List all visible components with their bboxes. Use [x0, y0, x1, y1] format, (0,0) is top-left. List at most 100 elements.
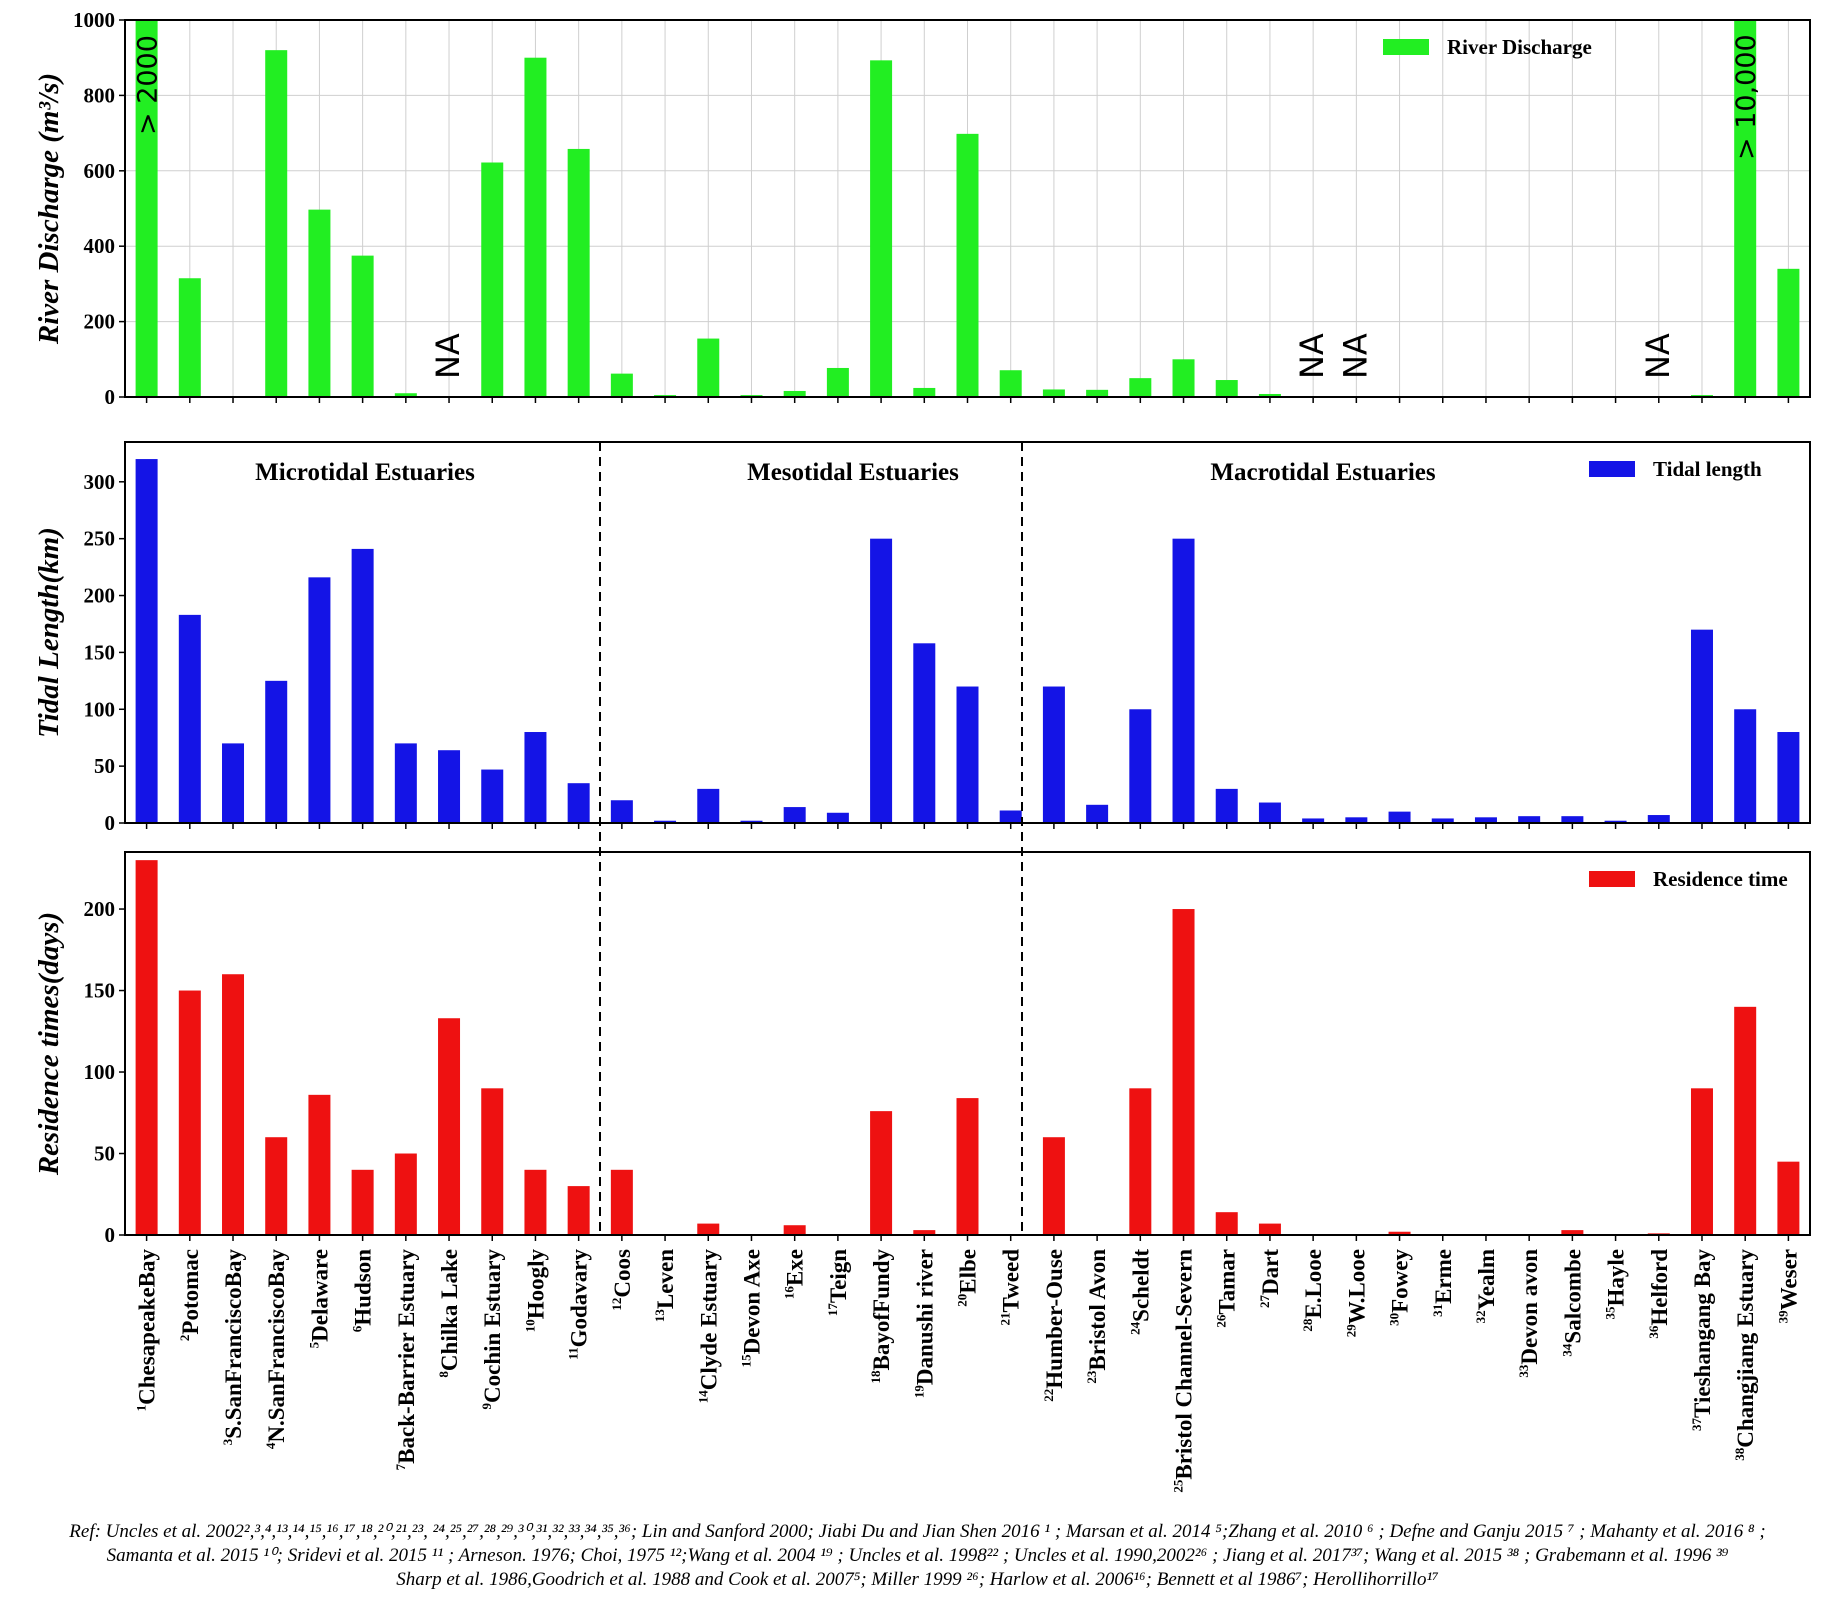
category-name: Tamar: [1215, 1249, 1240, 1315]
bar-residence-38: [1734, 1006, 1757, 1235]
x-category-label: 20Elbe: [955, 1249, 981, 1307]
category-name: Coos: [610, 1249, 635, 1298]
x-category-label: 9Cochin Estuary: [479, 1249, 505, 1410]
y-tick-label: 0: [105, 385, 116, 409]
bar-tidal-13: [654, 820, 677, 823]
bar-tidal-6: [351, 548, 374, 823]
category-name: Back-Barrier Estuary: [394, 1249, 419, 1464]
bar-residence-24: [1129, 1088, 1152, 1235]
category-name: Cochin Estuary: [480, 1249, 505, 1403]
reference-line-1: Ref: Uncles et al. 2002²,³,⁴,¹³,¹⁴,¹⁵,¹⁶…: [69, 1521, 1766, 1542]
category-name: Bristol Channel-Severn: [1172, 1249, 1197, 1480]
bar-tidal-36: [1647, 815, 1670, 823]
x-category-label: 27Dart: [1257, 1249, 1283, 1308]
bar-residence-10: [524, 1169, 547, 1235]
y-tick-label: 100: [84, 1060, 116, 1084]
category-name: Exe: [783, 1249, 808, 1286]
bar-tidal-35: [1604, 820, 1627, 823]
category-name: Godavary: [567, 1249, 592, 1348]
category-name: Fowey: [1388, 1249, 1413, 1313]
bar-tidal-27: [1258, 802, 1281, 823]
category-superscript: 37: [1689, 1417, 1704, 1431]
y-tick-label: 200: [84, 897, 116, 921]
category-superscript: 34: [1559, 1343, 1574, 1357]
bar-residence-1: [135, 860, 158, 1235]
na-annotation: NA: [1293, 333, 1331, 379]
x-category-label: 24Scheldt: [1127, 1249, 1153, 1335]
bar-residence-6: [351, 1169, 374, 1235]
category-name: Hoogly: [523, 1249, 548, 1320]
x-category-label: 5Delaware: [306, 1249, 332, 1348]
x-category-label: 36Helford: [1646, 1249, 1672, 1339]
bar-tidal-29: [1345, 817, 1368, 823]
bar-residence-8: [438, 1018, 461, 1235]
y-tick-label: 50: [94, 754, 115, 778]
y-tick-label: 300: [84, 470, 116, 494]
na-annotation: NA: [429, 333, 467, 379]
tidal-ylabel: Tidal Length(km): [33, 527, 65, 738]
x-category-label: 33Devon avon: [1516, 1249, 1542, 1378]
category-name: ChesapeakeBay: [135, 1249, 160, 1405]
category-name: Danushi river: [912, 1249, 937, 1385]
residence-panel: 0 50 100 150 200 Residence times(days) Residen…: [33, 851, 1811, 1247]
category-superscript: 3: [220, 1438, 235, 1445]
discharge-panel: 0 200 400 600 800 1000 River Discharge (m³/s) R…: [33, 8, 1811, 409]
x-category-label: 4N.SanFranciscoBay: [263, 1249, 289, 1450]
bar-tidal-39: [1777, 732, 1800, 823]
x-category-label: 6Hudson: [350, 1249, 376, 1332]
na-annotation: NA: [1336, 333, 1374, 379]
category-name: Elbe: [956, 1249, 981, 1294]
bar-discharge-23: [1086, 389, 1109, 397]
reference-line-3: Sharp et al. 1986,Goodrich et al. 1988 a…: [396, 1569, 1439, 1590]
bar-residence-2: [178, 990, 201, 1235]
residence-legend-swatch: [1589, 871, 1635, 887]
residence-ylabel: Residence times(days): [33, 912, 65, 1176]
category-name: Clyde Estuary: [696, 1249, 721, 1391]
x-category-label: 38Changjiang Estuary: [1732, 1249, 1758, 1461]
x-category-label: 7Back-Barrier Estuary: [393, 1249, 419, 1471]
bar-discharge-20: [956, 133, 979, 397]
bar-discharge-12: [610, 373, 633, 397]
x-category-label: 2Potomac: [177, 1249, 203, 1341]
x-category-label: 1ChesapeakeBay: [134, 1249, 160, 1412]
x-category-label: 12Coos: [609, 1249, 635, 1311]
category-superscript: 20: [955, 1294, 970, 1307]
category-superscript: 38: [1732, 1447, 1747, 1461]
bar-tidal-25: [1172, 538, 1195, 823]
bar-residence-34: [1561, 1230, 1584, 1235]
x-category-label: 39Weser: [1775, 1249, 1801, 1323]
x-category-label: 16Exe: [782, 1249, 808, 1299]
bar-tidal-12: [610, 800, 633, 823]
bar-residence-12: [610, 1169, 633, 1235]
bar-discharge-26: [1215, 380, 1238, 397]
bar-discharge-7: [394, 393, 417, 397]
bar-discharge-18: [870, 60, 893, 398]
x-category-label: 10Hoogly: [522, 1249, 548, 1333]
category-superscript: 23: [1084, 1370, 1099, 1384]
y-tick-label: 0: [105, 1223, 116, 1247]
bar-residence-18: [870, 1111, 893, 1235]
bar-tidal-10: [524, 732, 547, 823]
category-superscript: 11: [566, 1347, 581, 1359]
bar-tidal-7: [394, 743, 417, 823]
bar-residence-25: [1172, 909, 1195, 1235]
bar-tidal-23: [1086, 804, 1109, 823]
bar-discharge-24: [1129, 378, 1152, 397]
category-superscript: 36: [1646, 1325, 1661, 1339]
y-tick-label: 150: [84, 640, 116, 664]
category-superscript: 9: [479, 1403, 494, 1410]
category-name: Changjiang Estuary: [1733, 1249, 1758, 1448]
bar-tidal-16: [783, 807, 806, 823]
y-tick-label: 1000: [73, 8, 115, 32]
tidal-legend-label: Tidal length: [1653, 457, 1762, 481]
category-superscript: 6: [350, 1325, 365, 1332]
category-name: Weser: [1776, 1249, 1801, 1310]
bar-tidal-2: [178, 614, 201, 823]
bar-residence-22: [1042, 1137, 1065, 1235]
bar-discharge-14: [697, 338, 720, 397]
category-superscript: 19: [911, 1385, 926, 1399]
category-superscript: 35: [1603, 1306, 1618, 1320]
bar-discharge-4: [265, 50, 288, 397]
bar-residence-3: [222, 974, 245, 1235]
bar-tidal-37: [1690, 629, 1713, 823]
